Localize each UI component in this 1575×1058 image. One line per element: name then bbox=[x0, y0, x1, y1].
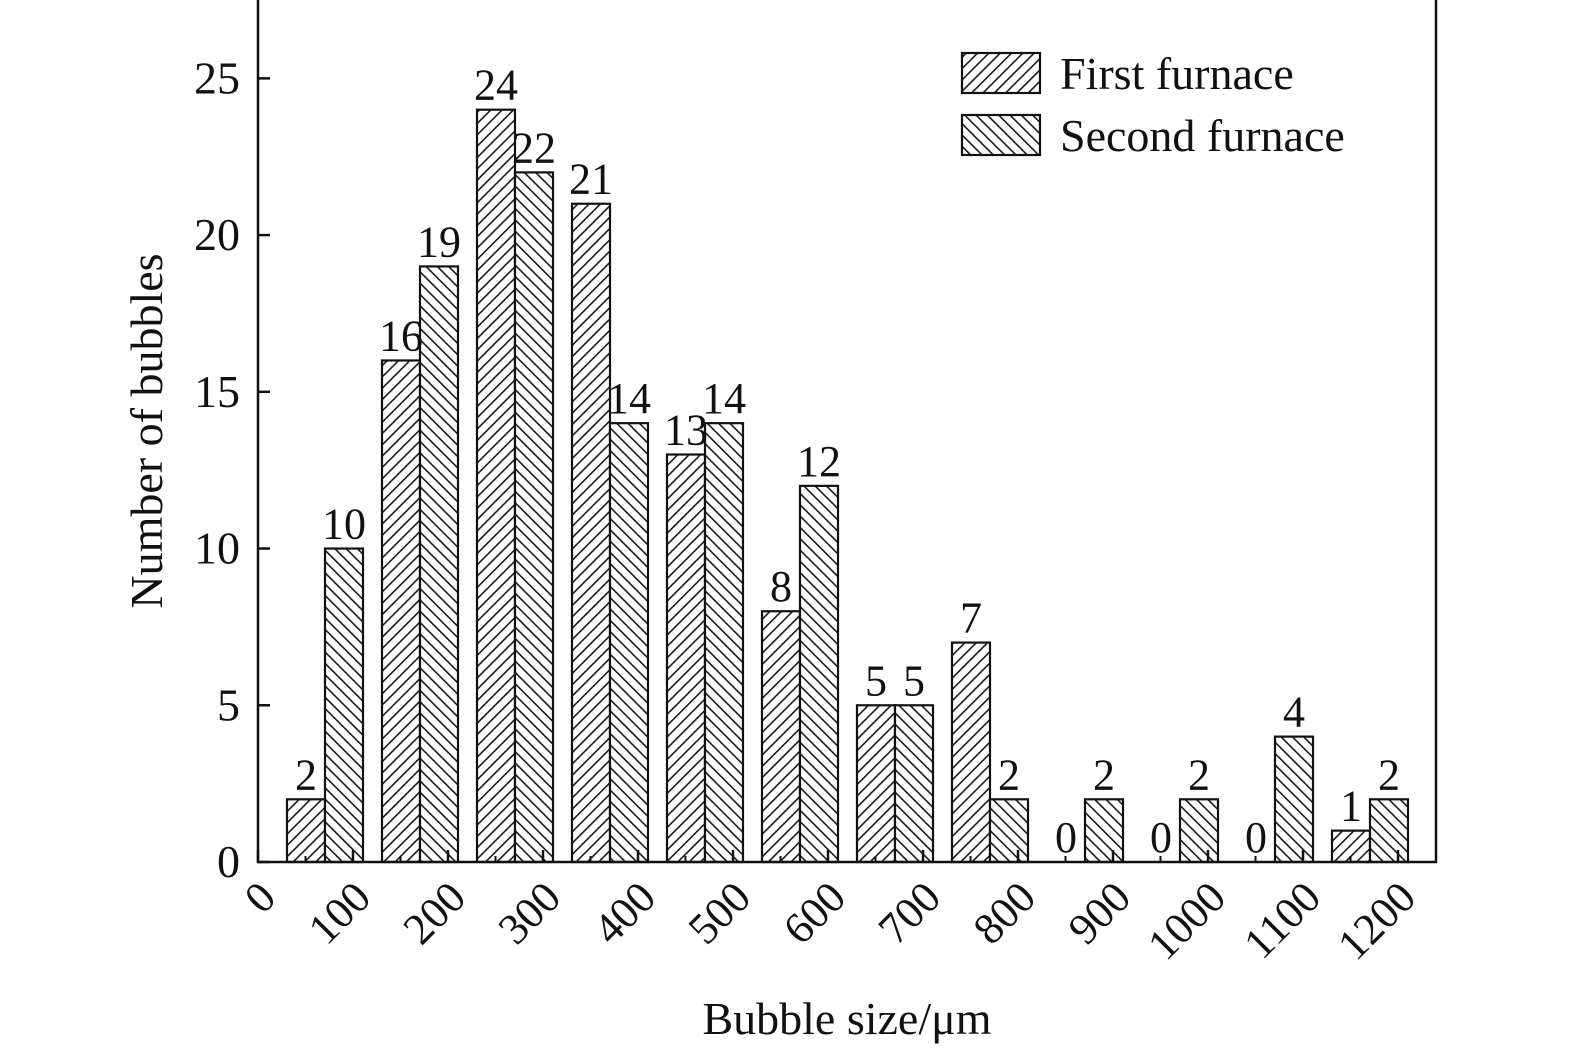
plot-frame bbox=[256, 0, 1438, 864]
data-label: 7 bbox=[960, 594, 982, 643]
data-label: 2 bbox=[1188, 750, 1210, 799]
data-label: 2 bbox=[295, 750, 317, 799]
bar-second-furnace-100 bbox=[418, 265, 460, 864]
y-tick-label: 25 bbox=[194, 52, 240, 103]
x-tick-label: 800 bbox=[964, 872, 1045, 953]
legend-swatch-second-furnace bbox=[960, 113, 1042, 157]
data-label: 10 bbox=[322, 500, 366, 549]
x-tick-label: 1100 bbox=[1234, 872, 1330, 968]
data-label: 22 bbox=[512, 123, 556, 172]
bar-second-furnace-200 bbox=[513, 171, 555, 864]
data-label: 5 bbox=[865, 656, 887, 705]
x-tick-label: 200 bbox=[394, 872, 475, 953]
data-label: 16 bbox=[379, 311, 423, 360]
data-label: 0 bbox=[1245, 813, 1267, 862]
bars-group bbox=[285, 108, 1410, 864]
bar-first-furnace-400 bbox=[665, 453, 707, 864]
bar-second-furnace-700 bbox=[988, 798, 1030, 864]
bar-second-furnace-600 bbox=[893, 704, 935, 864]
legend-swatch-first-furnace bbox=[960, 51, 1042, 95]
data-label: 21 bbox=[569, 155, 613, 204]
x-tick-label: 0 bbox=[235, 872, 285, 922]
data-label: 0 bbox=[1150, 813, 1172, 862]
y-axis-ticks: 0 5 10 15 20 25 bbox=[194, 52, 270, 887]
bar-first-furnace-300 bbox=[570, 202, 612, 864]
data-label: 24 bbox=[474, 61, 518, 110]
x-tick-label: 900 bbox=[1059, 872, 1140, 953]
x-tick-label: 1000 bbox=[1138, 872, 1235, 969]
y-tick-label: 15 bbox=[194, 366, 240, 417]
bar-second-furnace-500 bbox=[798, 484, 840, 864]
bar-second-furnace-0 bbox=[323, 547, 365, 864]
y-tick-label: 0 bbox=[217, 836, 240, 887]
bar-first-furnace-500 bbox=[760, 610, 802, 864]
data-label: 14 bbox=[607, 374, 651, 423]
bar-second-furnace-900 bbox=[1178, 798, 1220, 864]
data-label: 14 bbox=[702, 374, 746, 423]
x-tick-label: 700 bbox=[869, 872, 950, 953]
x-tick-label: 400 bbox=[584, 872, 665, 953]
data-label: 0 bbox=[1055, 813, 1077, 862]
bar-second-furnace-1000 bbox=[1273, 735, 1315, 864]
legend-label-first-furnace: First furnace bbox=[1060, 48, 1294, 99]
y-tick-label: 5 bbox=[217, 679, 240, 730]
data-label: 12 bbox=[797, 437, 841, 486]
data-label: 13 bbox=[664, 406, 708, 455]
data-label: 8 bbox=[770, 562, 792, 611]
bar-first-furnace-100 bbox=[380, 359, 422, 864]
x-tick-label: 100 bbox=[299, 872, 380, 953]
data-label: 2 bbox=[998, 750, 1020, 799]
x-tick-label: 600 bbox=[774, 872, 855, 953]
data-label: 1 bbox=[1340, 782, 1362, 831]
x-tick-label: 300 bbox=[489, 872, 570, 953]
x-tick-label: 1200 bbox=[1328, 872, 1425, 969]
bar-first-furnace-200 bbox=[475, 108, 517, 864]
y-tick-label: 20 bbox=[194, 209, 240, 260]
data-label: 2 bbox=[1093, 750, 1115, 799]
y-axis-label: Number of bubbles bbox=[121, 253, 172, 608]
y-tick-label: 10 bbox=[194, 523, 240, 574]
x-tick-label: 500 bbox=[679, 872, 760, 953]
legend-label-second-furnace: Second furnace bbox=[1060, 110, 1345, 161]
bar-second-furnace-1100 bbox=[1368, 798, 1410, 864]
legend: First furnace Second furnace bbox=[960, 48, 1345, 161]
bar-second-furnace-800 bbox=[1083, 798, 1125, 864]
data-label: 2 bbox=[1378, 750, 1400, 799]
bar-first-furnace-0 bbox=[285, 798, 327, 864]
bar-second-furnace-300 bbox=[608, 422, 650, 864]
bar-first-furnace-600 bbox=[855, 704, 897, 864]
x-axis-label: Bubble size/μm bbox=[702, 993, 991, 1044]
data-label: 5 bbox=[903, 656, 925, 705]
data-label: 4 bbox=[1283, 688, 1305, 737]
bar-second-furnace-400 bbox=[703, 422, 745, 864]
bar-first-furnace-700 bbox=[950, 641, 992, 864]
data-label: 19 bbox=[417, 217, 461, 266]
